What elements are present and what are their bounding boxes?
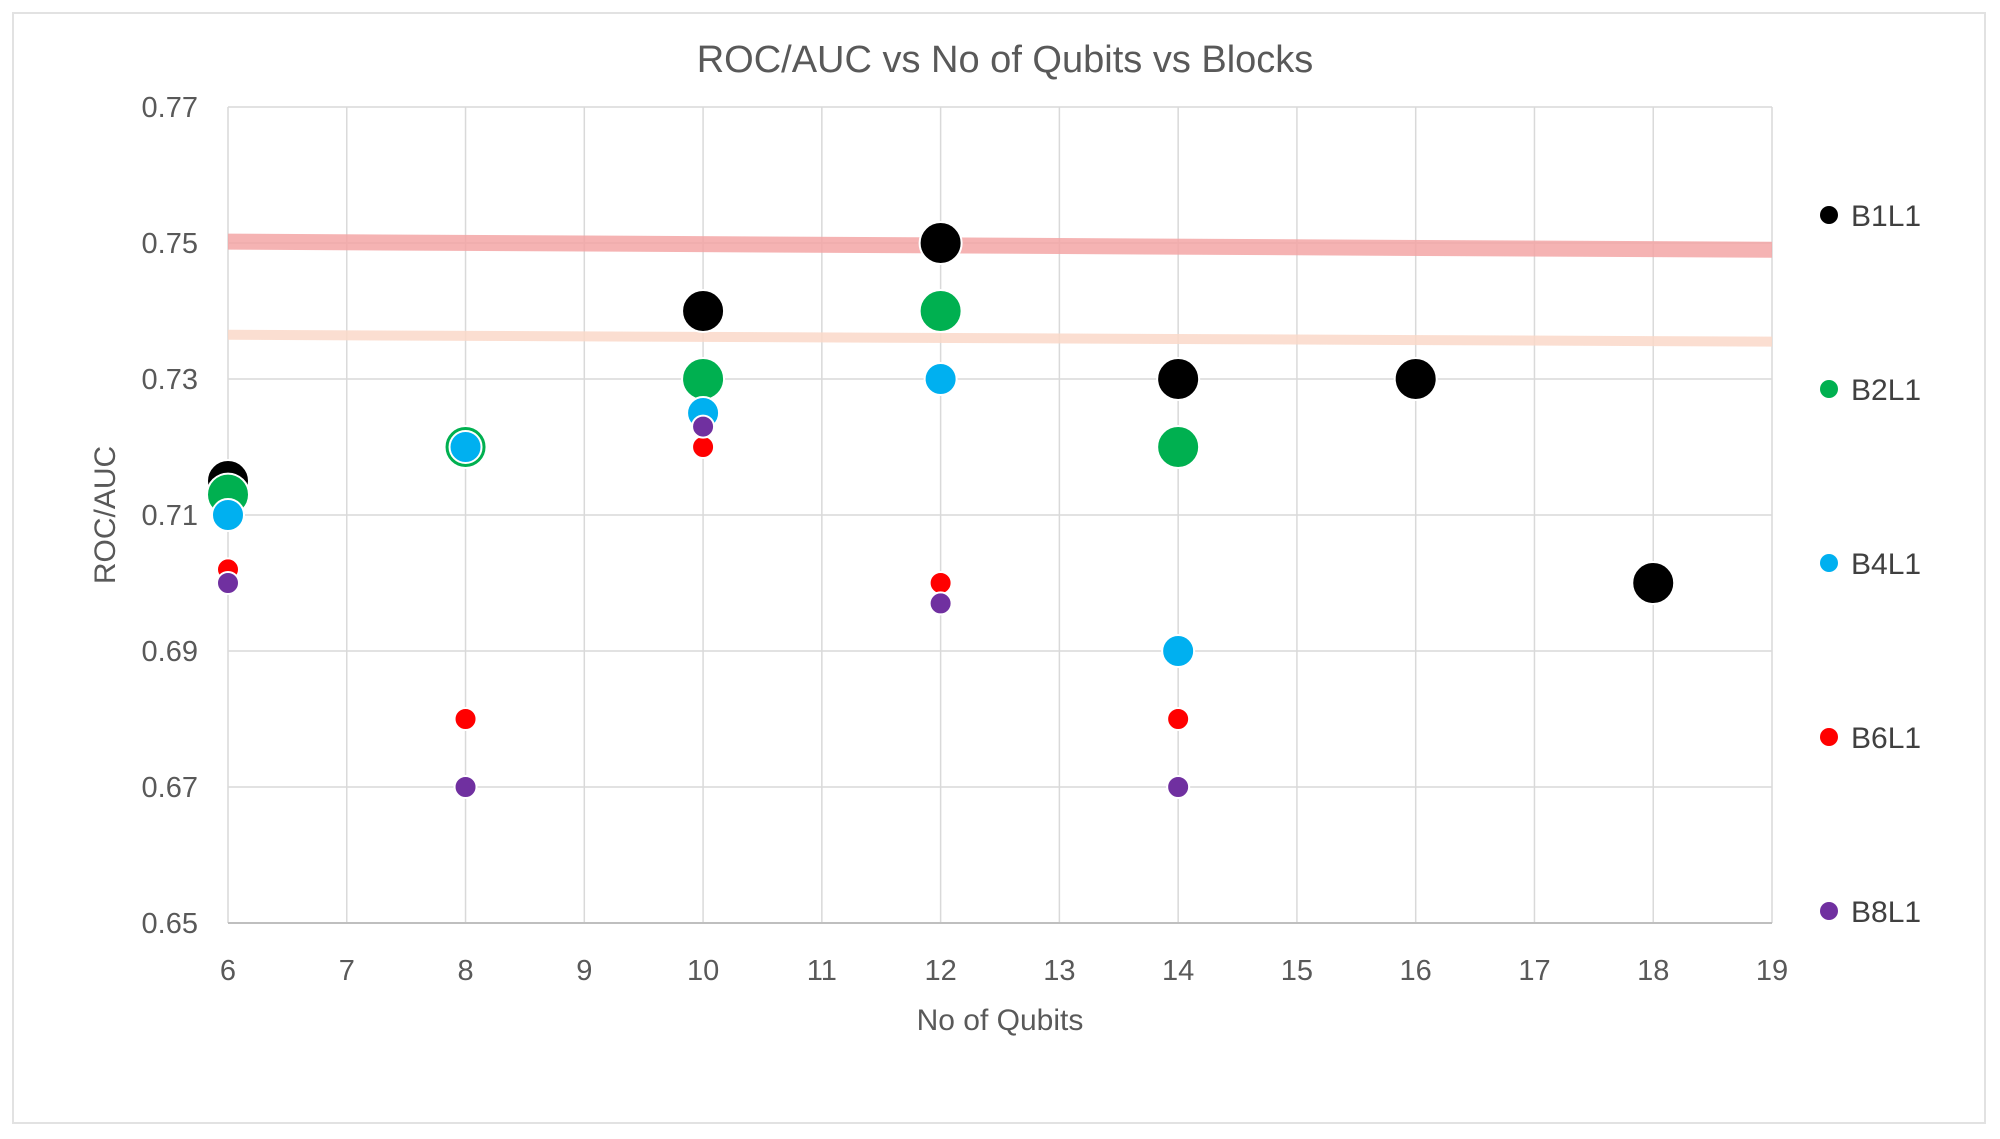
data-point [453,775,478,799]
data-point [1393,357,1438,401]
x-tick-label: 12 [924,955,956,987]
data-point [1161,634,1196,668]
data-point [918,289,963,333]
legend-marker [1820,728,1838,746]
series-b8l1 [216,414,1191,799]
data-point [453,707,478,731]
data-points [206,221,1676,799]
chart-title: ROC/AUC vs No of Qubits vs Blocks [697,39,1314,81]
reference-lines [227,233,1773,347]
data-point [211,498,245,532]
legend-item: B1L1 [1820,200,1921,233]
data-point [928,591,953,616]
legend-item: B4L1 [1820,548,1921,581]
legend-marker [1820,380,1838,398]
legend-label: B1L1 [1851,200,1921,233]
y-tick-label: 0.73 [142,364,198,396]
reference-line [227,233,1773,258]
reference-line [227,329,1773,347]
legend-label: B6L1 [1851,722,1921,755]
x-tick-label: 11 [807,955,837,987]
grid-lines [227,106,1773,924]
x-tick-label: 14 [1162,955,1194,987]
legend-marker [1820,554,1838,572]
y-tick-label: 0.65 [142,908,198,940]
data-point [691,414,716,439]
data-point [448,430,483,464]
legend-label: B8L1 [1851,896,1921,929]
y-tick-label: 0.71 [142,500,198,532]
data-point [1156,357,1201,401]
legend-label: B2L1 [1851,374,1921,407]
x-tick-label: 10 [687,955,719,987]
x-tick-label: 18 [1637,955,1669,987]
data-point [918,221,963,265]
y-axis-ticks: 0.65 0.67 0.69 0.71 0.73 0.75 0.77 [142,92,198,940]
x-axis-label: No of Qubits [917,1004,1084,1037]
x-tick-label: 6 [220,955,236,987]
data-point [216,571,240,595]
legend-item: B2L1 [1820,374,1921,407]
legend-item: B8L1 [1820,896,1921,929]
y-axis-label: ROC/AUC [89,446,122,584]
data-point [1156,425,1201,469]
y-tick-label: 0.69 [142,636,198,668]
y-tick-label: 0.75 [142,228,198,260]
x-tick-label: 13 [1043,955,1075,987]
x-tick-label: 7 [339,955,355,987]
legend-label: B4L1 [1851,548,1921,581]
legend-marker [1820,902,1838,920]
x-tick-label: 15 [1281,955,1313,987]
x-tick-label: 9 [576,955,592,987]
legend-marker [1820,206,1838,224]
series-b6l1 [216,435,1191,731]
data-point [1166,775,1191,799]
data-point [681,357,726,401]
x-tick-label: 19 [1756,955,1788,987]
legend: B1L1 B2L1 B4L1 B6L1 B8L1 [1820,200,1921,929]
y-tick-label: 0.77 [142,92,198,124]
data-point [691,435,716,459]
data-point [1631,561,1676,605]
data-point [1166,707,1191,731]
data-point [681,289,726,333]
legend-item: B6L1 [1820,722,1921,755]
x-tick-label: 17 [1518,955,1550,987]
data-point [928,571,953,595]
x-tick-label: 8 [457,955,473,987]
y-tick-label: 0.67 [142,772,198,804]
x-axis-ticks: 6 7 8 9 10 11 12 13 14 15 16 17 18 19 [220,955,1788,987]
data-point [923,362,958,396]
x-tick-label: 16 [1400,955,1432,987]
